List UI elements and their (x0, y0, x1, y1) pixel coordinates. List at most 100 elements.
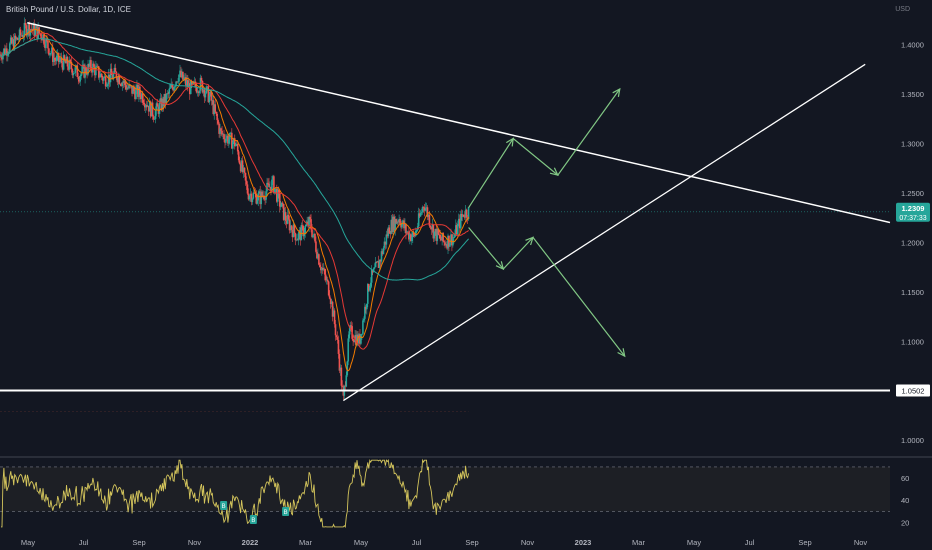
candle-body (415, 229, 418, 232)
candle-body (305, 224, 307, 227)
candle-body (138, 86, 140, 97)
candle-body (204, 93, 207, 98)
candle-body (176, 81, 178, 83)
candle-body (322, 268, 325, 270)
candle-body (102, 77, 105, 81)
candle-body (450, 234, 452, 244)
rsi-tick-label: 40 (901, 496, 909, 505)
candle-body (424, 208, 427, 211)
candle-body (388, 227, 391, 234)
rsi-signal-label: B (222, 504, 226, 510)
candle-body (387, 227, 390, 237)
candle-body (370, 269, 373, 283)
candle-body (433, 231, 436, 239)
candle-body (461, 214, 464, 217)
candle-body (93, 63, 95, 67)
candle-body (374, 262, 377, 268)
candle-body (196, 91, 199, 93)
candle-body (400, 223, 402, 228)
candle-body (412, 232, 415, 235)
candle-body (24, 22, 27, 26)
candle-body (124, 80, 127, 86)
candle-body (426, 207, 429, 217)
candle-body (371, 269, 374, 273)
candle-body (60, 57, 63, 64)
candle-body (106, 84, 109, 86)
candle-body (147, 105, 150, 112)
candle-body (58, 60, 61, 62)
candle-body (4, 48, 6, 55)
candle-body (81, 66, 83, 74)
candle-body (11, 39, 14, 44)
candle-body (211, 100, 214, 101)
candle-body (465, 209, 468, 218)
grid (0, 456, 932, 458)
candle-body (359, 334, 361, 344)
candle-body (361, 333, 363, 335)
candle-body (110, 68, 113, 76)
candle-body (20, 34, 23, 36)
candle-body (18, 29, 21, 40)
candle-body (417, 213, 420, 227)
candle-body (220, 128, 222, 131)
candle-body (5, 48, 7, 55)
candle-body (191, 81, 194, 85)
candle-body (449, 243, 451, 247)
candle-body (32, 23, 35, 30)
candle-body (362, 320, 364, 334)
candle-body (135, 88, 137, 100)
candle-body (64, 60, 67, 64)
candle-body (37, 27, 39, 39)
candle-body (180, 70, 182, 78)
rsi-signal-marker (282, 507, 290, 516)
candle-body (198, 90, 201, 94)
candle-body (367, 283, 370, 291)
candle-body (258, 191, 261, 194)
candle-body (208, 95, 211, 103)
candle-body (53, 57, 55, 62)
candle-body (47, 40, 49, 49)
candle-body (311, 229, 313, 237)
candle-body (320, 267, 322, 271)
candle-body (141, 93, 143, 100)
candle-body (364, 306, 366, 319)
candle-body (21, 34, 24, 38)
candle-body (334, 324, 337, 336)
candle-body (83, 64, 85, 78)
candle-body (430, 227, 433, 230)
candle-body (51, 47, 53, 53)
candle-body (189, 81, 192, 95)
candle-body (66, 56, 69, 67)
candle-body (405, 224, 407, 234)
candle-body (119, 84, 122, 85)
candle-body (323, 268, 326, 275)
candle-body (249, 193, 252, 196)
candle-body (363, 318, 365, 321)
candle-body (397, 221, 399, 223)
candle-body (182, 71, 184, 80)
candle-body (167, 93, 170, 94)
rsi-signal-label: B (284, 510, 288, 516)
candle-body (440, 238, 442, 241)
candle-body (231, 132, 233, 149)
candle-body (140, 94, 142, 100)
candle-body (350, 325, 352, 327)
candle-body (152, 116, 155, 120)
candle-body (173, 86, 175, 91)
candle-body (225, 138, 227, 143)
candle-body (251, 198, 254, 203)
y-tick-label: 1.0000 (901, 436, 924, 445)
ma-slow-line (0, 32, 469, 350)
candle-body (255, 193, 258, 204)
candle-body (228, 139, 230, 144)
candle-body (288, 219, 291, 231)
candle-body (381, 251, 384, 255)
candle-body (427, 214, 430, 217)
candle-body (203, 89, 206, 98)
candle-body (177, 81, 179, 83)
candle-body (195, 87, 198, 93)
candle-body (103, 76, 106, 78)
candle-body (428, 214, 431, 226)
candle-body (178, 74, 180, 82)
